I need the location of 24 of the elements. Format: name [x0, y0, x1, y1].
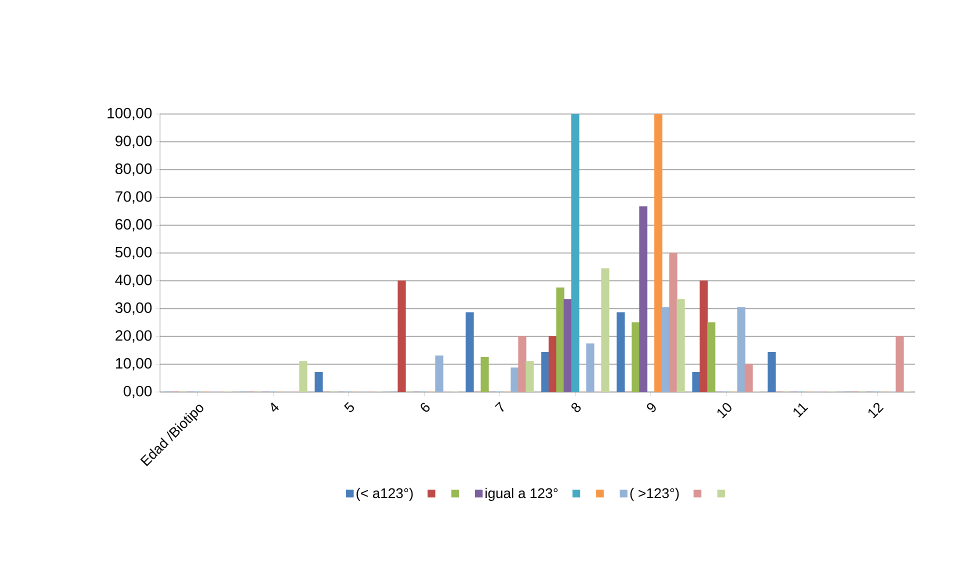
- x-tick-label: 9: [646, 403, 656, 412]
- x-tick-label: 12: [868, 402, 884, 418]
- x-tick-label: 5: [344, 402, 354, 412]
- x-tick-label: 4: [271, 402, 279, 412]
- x-tick-label: 8: [571, 402, 581, 412]
- y-tick-label: 20,00: [116, 330, 152, 343]
- y-tick-label: 60,00: [116, 219, 152, 232]
- legend-label: (< a123°): [356, 488, 413, 501]
- y-tick-label: 10,00: [116, 358, 152, 370]
- y-tick-label: 70,00: [116, 191, 152, 204]
- x-tick-label: 10: [717, 403, 732, 418]
- y-tick-label: 90,00: [116, 136, 152, 148]
- legend-label: igual a 123°: [486, 488, 558, 501]
- legend-label: ( >123°): [630, 488, 679, 501]
- x-tick-label: 11: [794, 403, 808, 418]
- y-tick-label: 0,00: [124, 386, 152, 398]
- bar: [654, 114, 662, 392]
- y-tick-label: 30,00: [115, 302, 152, 315]
- y-tick-label: 50,00: [115, 246, 152, 260]
- x-tick-label: 7: [494, 402, 504, 412]
- y-tick-label: 100,00: [108, 108, 152, 120]
- x-tick-label: 6: [420, 402, 430, 412]
- y-tick-label: 40,00: [115, 274, 152, 287]
- y-tick-label: 80,00: [115, 163, 152, 176]
